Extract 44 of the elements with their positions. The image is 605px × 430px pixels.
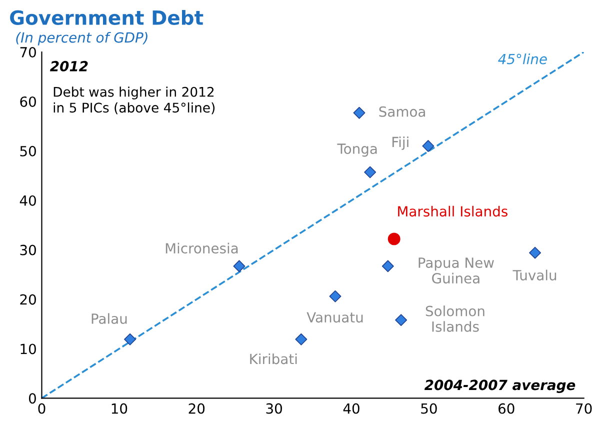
x-axis-title: 2004-2007 average [424, 380, 576, 393]
point [295, 333, 308, 346]
point [364, 166, 376, 178]
x-tick-label: 40 [343, 403, 360, 414]
x-tick-label: 50 [421, 403, 437, 414]
point [422, 140, 434, 152]
annotation: Palau [92, 313, 127, 324]
chart-subtitle: (In percent of GDP) [16, 32, 148, 46]
y-tick-label: 10 [20, 344, 36, 354]
annotation: Tuvalu [512, 270, 556, 280]
point [395, 314, 408, 326]
y-tick-label: 50 [20, 146, 36, 156]
point [353, 106, 366, 119]
y-tick-label: 70 [20, 47, 36, 58]
annotation: Micronesia [166, 242, 238, 254]
annotation: Solomon Islands [426, 306, 484, 332]
point [382, 260, 394, 272]
y-tick-label: 60 [20, 96, 36, 107]
annotation: Papua New Guinea [418, 258, 494, 284]
point [124, 333, 136, 346]
series-label: Marshall Islands [398, 206, 508, 217]
point [233, 260, 246, 272]
y-axis-title: 2012 [50, 60, 88, 72]
annotation: Vanuatu [306, 312, 363, 323]
x-tick-label: 30 [266, 403, 282, 414]
x-tick-label: 10 [112, 403, 128, 414]
y-tick-label: 40 [20, 195, 36, 206]
y-tick-label: 20 [20, 294, 36, 305]
point [529, 246, 542, 259]
x-tick-label: 20 [188, 403, 205, 414]
annotation: 45°line [498, 54, 547, 64]
point [329, 290, 342, 302]
y-tick-label: 30 [20, 244, 36, 256]
annotation: Samoa [379, 106, 425, 117]
x-tick-label: 60 [498, 403, 514, 414]
point [388, 232, 400, 246]
chart-title: Government Debt [10, 10, 204, 25]
annotation: Tonga [337, 144, 377, 157]
annotation: Fiji [392, 136, 408, 150]
y-tick-label: 0 [28, 393, 36, 404]
annotation: Debt was higher in 2012 in 5 PICs (above 45°line) [54, 86, 215, 114]
x-tick-label: 70 [576, 403, 592, 414]
annotation: Kiribati [250, 353, 297, 364]
x-tick-label: 0 [38, 403, 46, 414]
